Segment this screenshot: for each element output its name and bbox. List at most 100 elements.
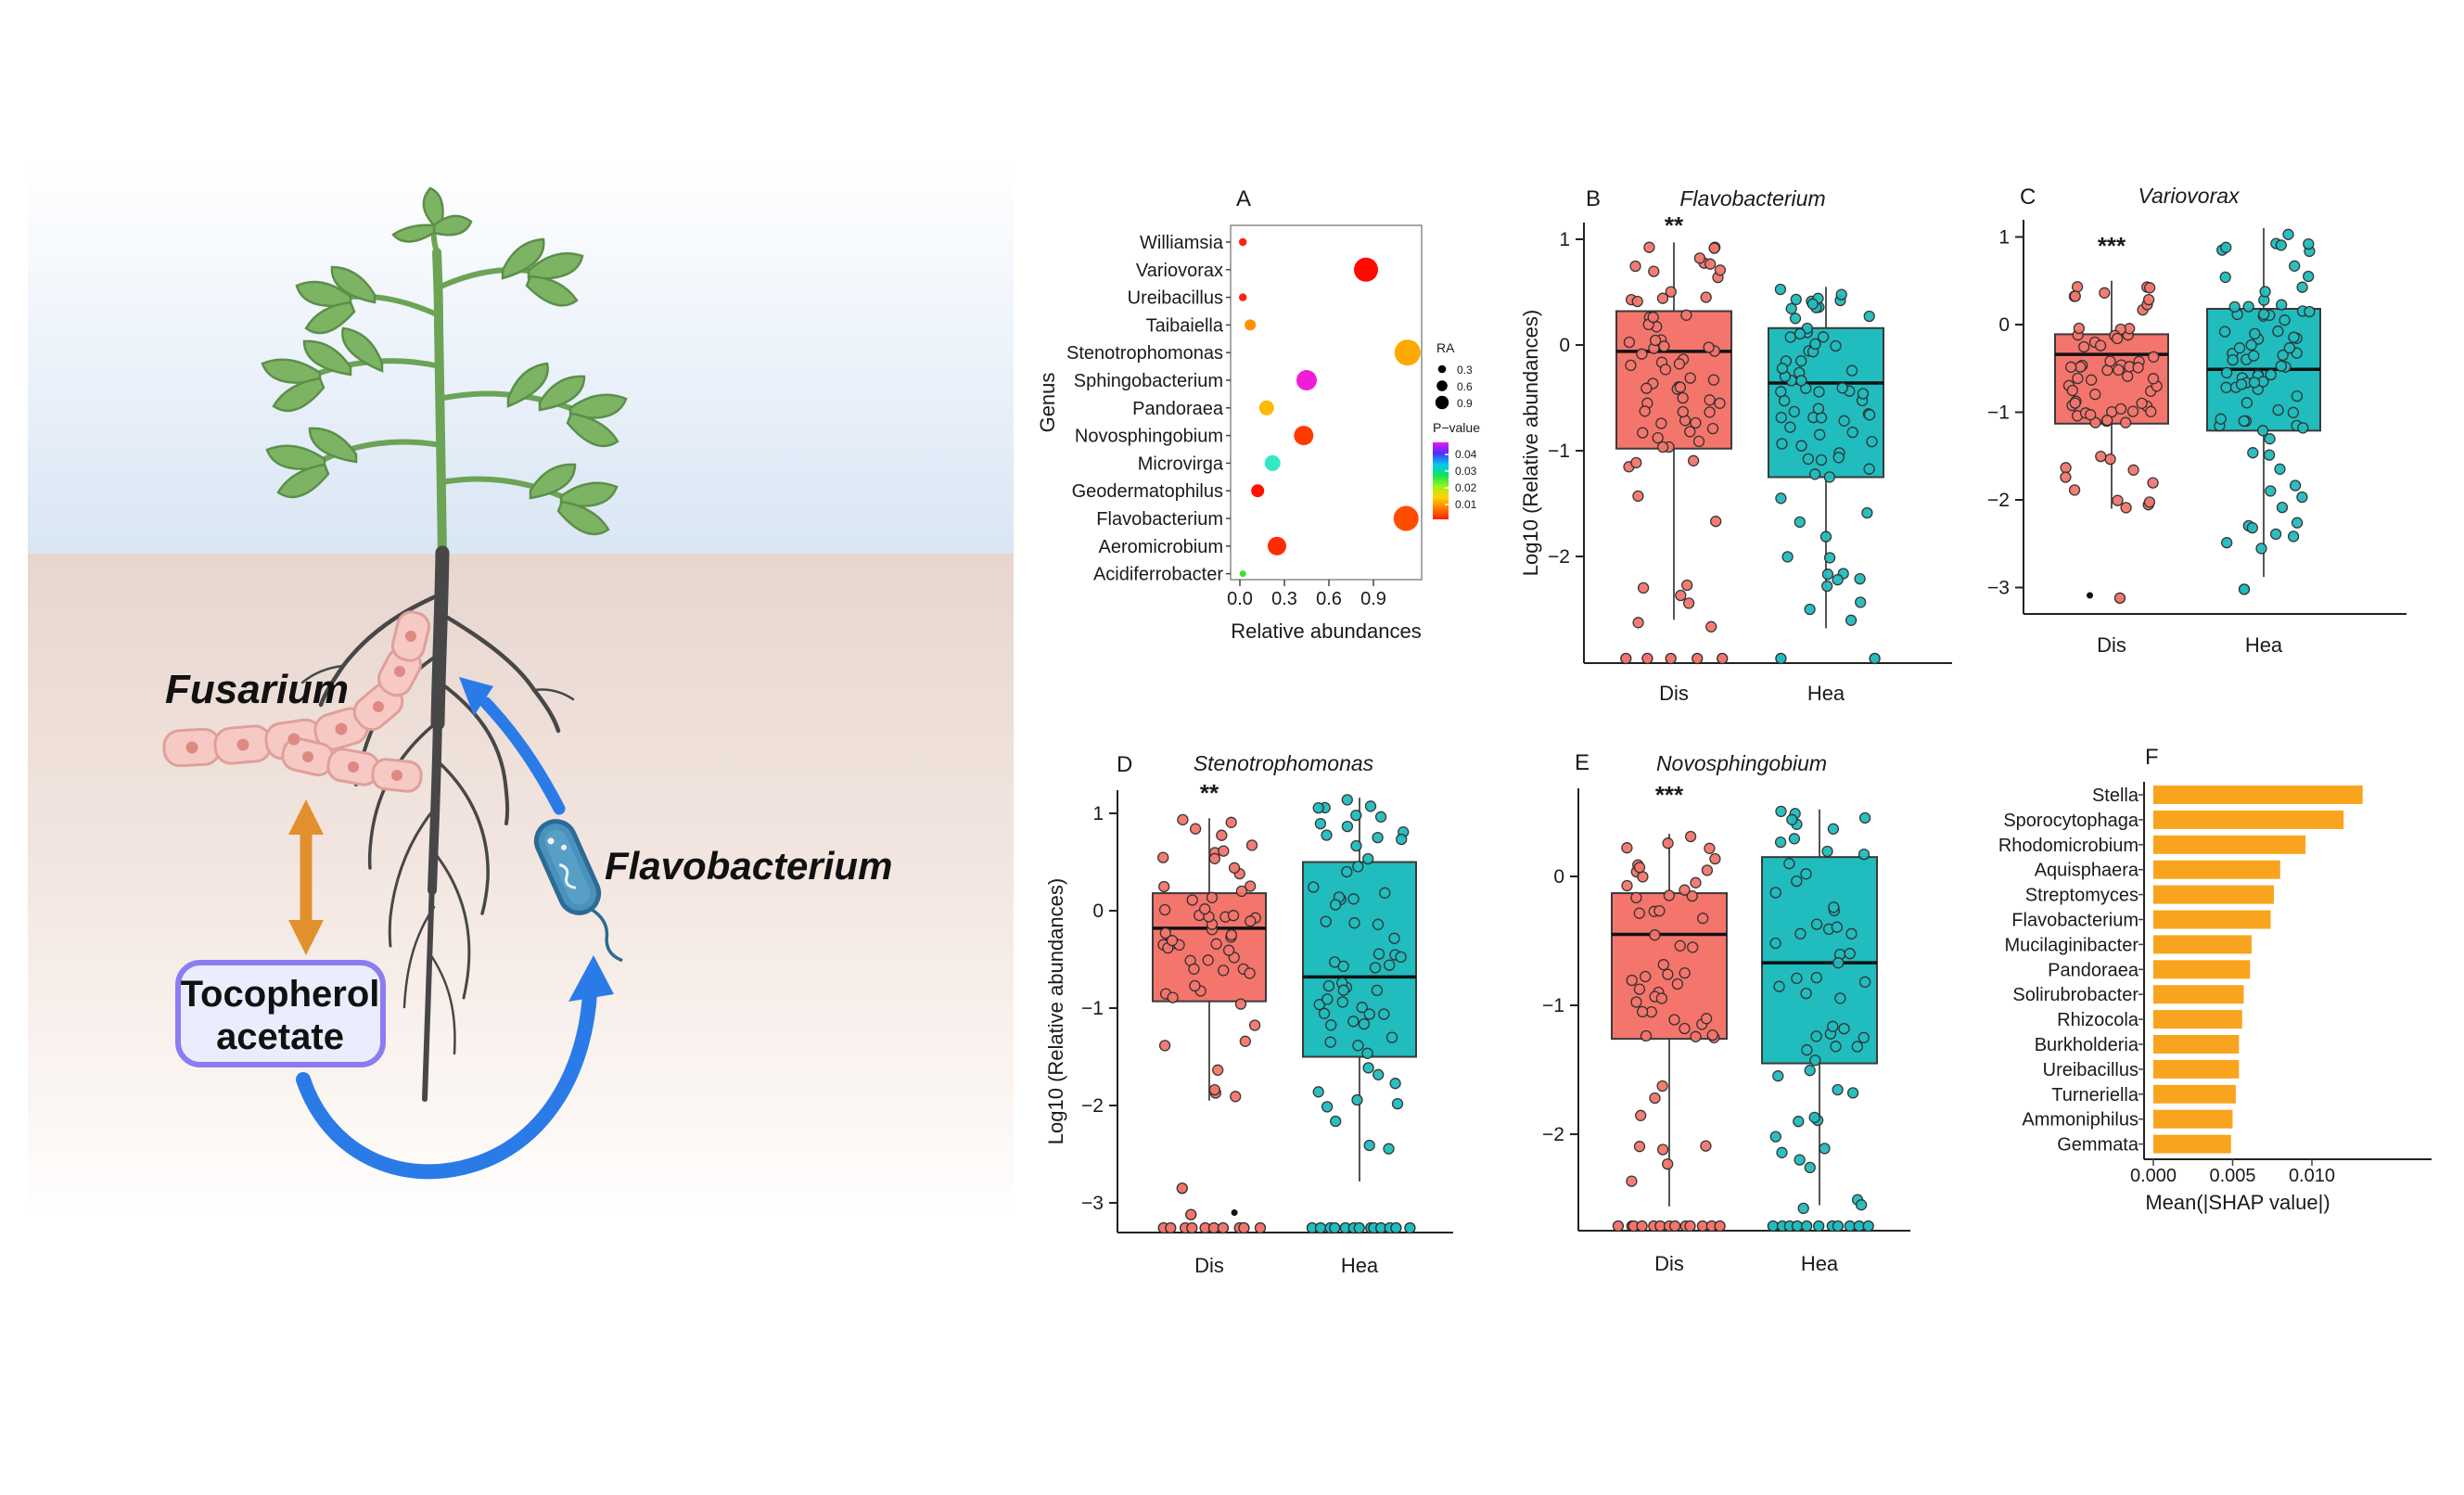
- data-point: [2258, 308, 2270, 320]
- data-point: [1775, 805, 1787, 818]
- data-point: [1378, 1008, 1390, 1020]
- data-point: [2289, 260, 2301, 272]
- data-point: [2065, 361, 2077, 373]
- data-point: [1793, 1116, 1805, 1128]
- data-point: [1314, 817, 1327, 830]
- data-point: [1773, 980, 1785, 992]
- data-point: [1795, 355, 1807, 367]
- data-point: [2215, 413, 2227, 425]
- data-point: [2148, 351, 2160, 363]
- data-point: [1774, 283, 1787, 296]
- data-point: [1321, 829, 1333, 841]
- data-point: [1830, 339, 1842, 352]
- genus-label: Stenotrophomonas: [1066, 343, 1223, 364]
- abundance-dot: [1394, 339, 1421, 366]
- data-point: [1347, 893, 1360, 905]
- data-point: [1707, 374, 1720, 386]
- plant-illustration: [261, 186, 628, 561]
- data-point: [1714, 264, 1727, 276]
- data-point: [1167, 991, 1179, 1003]
- data-point: [2235, 378, 2248, 390]
- data-point: [2220, 381, 2232, 393]
- shap-label: Solirubrobacter: [2012, 985, 2138, 1005]
- data-point: [1633, 907, 1645, 919]
- data-point: [2085, 374, 2098, 386]
- data-point: [1324, 1036, 1336, 1048]
- shap-bar: [2153, 786, 2363, 804]
- data-point: [1369, 962, 1382, 974]
- data-point: [1835, 288, 1847, 300]
- data-point: [1372, 918, 1385, 930]
- legend-color-label: 0.01: [1455, 498, 1477, 511]
- data-point: [1784, 331, 1796, 343]
- data-point: [1244, 967, 1256, 979]
- abundance-dot: [1264, 454, 1281, 471]
- data-point: [1659, 364, 1672, 376]
- censored-point: [1668, 1220, 1681, 1233]
- shap-label: Sporocytophaga: [2003, 811, 2139, 831]
- abundance-dot: [1258, 400, 1274, 415]
- data-point: [2246, 521, 2258, 534]
- data-point: [1794, 327, 1807, 340]
- y-tick-label: −2: [1548, 546, 1570, 568]
- censored-point: [1636, 1220, 1648, 1233]
- data-point: [1679, 884, 1691, 896]
- shap-label: Pandoraea: [2048, 960, 2139, 980]
- data-point: [1312, 801, 1324, 814]
- data-point: [1341, 820, 1354, 833]
- data-point: [1802, 453, 1815, 466]
- data-point: [2112, 494, 2124, 506]
- censored-point: [1862, 1220, 1874, 1233]
- shap-bar: [2153, 910, 2271, 929]
- data-point: [2297, 422, 2309, 434]
- data-point: [2227, 353, 2239, 366]
- data-point: [1812, 402, 1825, 415]
- censored-point: [1186, 1221, 1198, 1234]
- data-point: [1686, 889, 1698, 902]
- data-point: [1817, 331, 1830, 343]
- data-point: [2291, 517, 2304, 529]
- data-point: [2147, 373, 2160, 385]
- data-point: [1630, 996, 1642, 1008]
- data-point: [2303, 270, 2315, 283]
- shap-label: Stella: [2092, 786, 2139, 806]
- panel-A: A Williamsia Variovorax Ureibacillus Taibaie…: [1036, 186, 1480, 643]
- data-point: [1396, 833, 1408, 846]
- panel-E: E Novosphingobium *** 0 −1 −2 Dis Hea: [1542, 750, 1910, 1275]
- data-point: [1774, 836, 1787, 849]
- data-point: [1635, 1109, 1647, 1121]
- y-tick-label: −1: [1987, 402, 2010, 424]
- data-point: [1312, 1086, 1324, 1098]
- data-point: [1372, 1068, 1385, 1080]
- outlier-point: [1185, 1208, 1197, 1220]
- data-point: [1706, 1029, 1718, 1041]
- panel-label-B: B: [1586, 186, 1601, 211]
- data-point: [2126, 405, 2139, 417]
- legend-size-label: 0.6: [1457, 380, 1473, 393]
- data-point: [2241, 397, 2253, 409]
- censored-point: [1869, 652, 1881, 665]
- data-point: [1313, 999, 1325, 1011]
- data-point: [1166, 935, 1179, 947]
- shap-bar: [2153, 1035, 2240, 1054]
- data-point: [1358, 1017, 1371, 1030]
- abundance-dot: [1251, 484, 1265, 498]
- data-point: [1692, 435, 1705, 448]
- data-point: [1804, 1065, 1816, 1077]
- data-point: [1362, 1062, 1374, 1074]
- data-point: [1769, 1131, 1781, 1143]
- data-point: [2069, 397, 2081, 409]
- censored-point: [1238, 1221, 1250, 1234]
- data-point: [1341, 865, 1353, 878]
- censored-point: [1684, 1220, 1696, 1233]
- data-point: [2113, 364, 2125, 377]
- shap-label: Flavobacterium: [2011, 911, 2138, 931]
- data-point: [2247, 447, 2259, 459]
- y-tick-label: −3: [1081, 1193, 1104, 1214]
- abundance-dot: [1354, 257, 1378, 282]
- data-point: [2132, 362, 2144, 374]
- data-point: [2296, 281, 2308, 293]
- data-point: [2136, 397, 2148, 410]
- data-point: [1788, 405, 1800, 418]
